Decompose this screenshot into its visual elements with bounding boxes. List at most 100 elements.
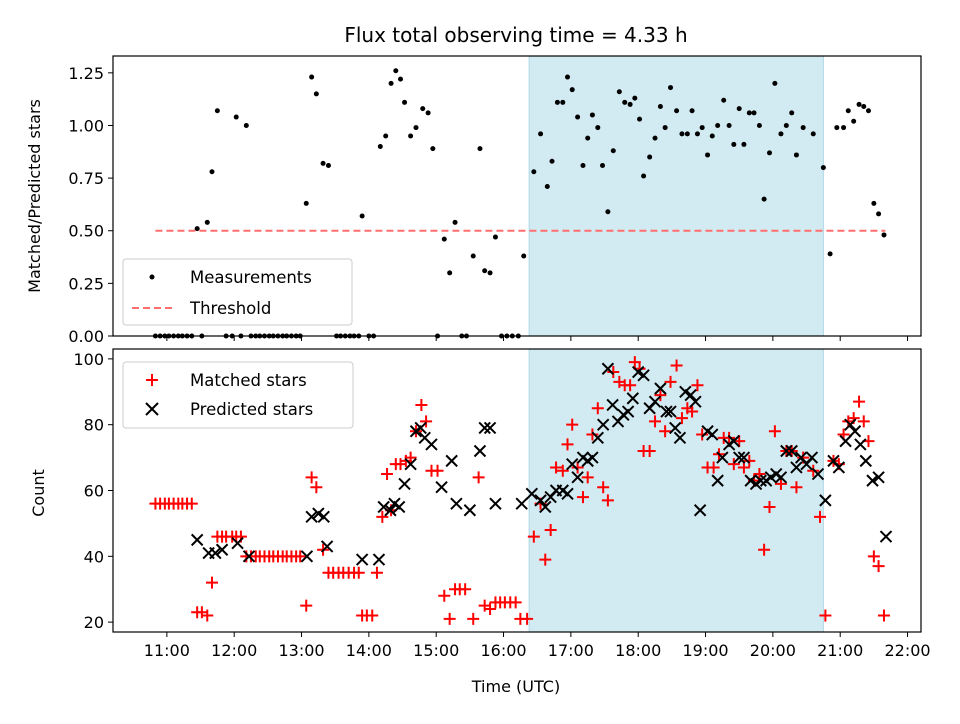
predicted-point [515,497,528,510]
observing-span-bottom [528,348,824,633]
measurement-point [531,169,537,175]
count-legend: Matched stars Predicted stars [122,361,354,429]
matched-point [691,379,704,392]
matched-point [366,609,379,622]
matched-point [696,428,709,441]
measurement-point [565,74,570,80]
predicted-point [660,405,673,418]
predicted-point [811,467,825,481]
x-tick-label: 11:00 [144,641,190,660]
measurement-point [709,133,715,139]
matched-point [597,481,610,494]
predicted-point [377,500,390,514]
measurement-point [783,122,789,128]
count-y-axis: 20 40 60 80 100 [73,350,113,632]
x-tick-label: 17:00 [548,641,594,660]
ratio-x-axis [166,336,909,341]
matched-point [420,415,433,428]
count-panel: 20 40 60 80 100 11:00 12:00 13:00 14:00 15:00 16:… [29,348,931,696]
predicted-point [648,395,662,408]
predicted-point [673,431,687,445]
matched-point [628,356,641,369]
measurement-point [876,211,882,217]
measurement-point [662,125,668,131]
measurement-point [303,200,309,206]
predicted-point [320,540,334,553]
measurement-point [521,253,527,259]
measurement-point [452,219,458,225]
y-tick-label: 0.00 [68,327,104,346]
x-tick-label: 22:00 [884,641,930,660]
measurement-point [538,131,544,137]
matched-point [544,523,557,536]
measurement-point [575,114,581,120]
predicted-point [571,471,584,484]
predicted-point [450,497,463,510]
measurement-point [622,99,628,105]
y-tick-label: 20 [84,613,104,632]
count-plot-area [149,356,893,625]
predicted-point [839,434,852,448]
matched-point [550,461,563,474]
predicted-point [684,388,697,402]
matched-point [185,497,198,510]
matched-point [743,454,756,467]
measurement-point [487,270,493,276]
predicted-point [242,550,256,563]
matched-point [819,609,832,622]
predicted-point [664,405,677,418]
matched-point [404,451,417,464]
matched-point [566,418,579,431]
ratio-legend: Measurements Threshold [122,258,353,326]
measurement-point [746,110,752,116]
matched-point [576,491,589,504]
measurement-point [627,101,633,107]
predicted-point [844,418,857,431]
matched-legend-label: Matched stars [190,371,307,390]
matched-point [807,464,820,477]
predicted-point [435,481,448,494]
measurement-point [637,116,643,122]
predicted-point [737,451,751,464]
measurement-point [589,112,595,118]
measurement-point [402,99,408,105]
predicted-point [866,474,879,487]
predicted-point [425,438,438,451]
matched-point [607,366,620,379]
matched-point [459,583,472,596]
matched-point [472,471,485,484]
measurement-point [204,219,210,225]
predicted-point [305,510,318,524]
matched-point [571,461,584,474]
predicted-point [790,461,803,474]
predicted-point [398,477,411,491]
x-tick-label: 18:00 [615,641,661,660]
predicted-point [525,487,539,500]
predicted-point [693,504,707,517]
matched-point [857,415,870,428]
ratio-legend-box [122,258,353,326]
measurement-point [699,125,705,131]
predicted-point [300,550,314,563]
ratio-axes-frame [112,55,922,337]
measurement-point [789,110,795,116]
measurement-point [647,154,653,160]
measurement-point [605,209,611,215]
matched-point [624,379,637,392]
predicted-point [819,494,832,507]
predicted-point [355,553,369,566]
measurement-point [595,125,601,131]
measurement-point [377,144,383,150]
matched-point [201,609,214,622]
predicted-point [317,510,330,524]
matched-point [670,359,683,372]
measurement-point [756,122,762,128]
matched-point [853,395,866,408]
count-legend-box [122,361,354,429]
predicted-stars-series [190,362,893,566]
matched-point [664,375,677,388]
measurement-point [214,108,220,114]
matched-point [539,553,552,566]
predicted-point [596,418,610,431]
